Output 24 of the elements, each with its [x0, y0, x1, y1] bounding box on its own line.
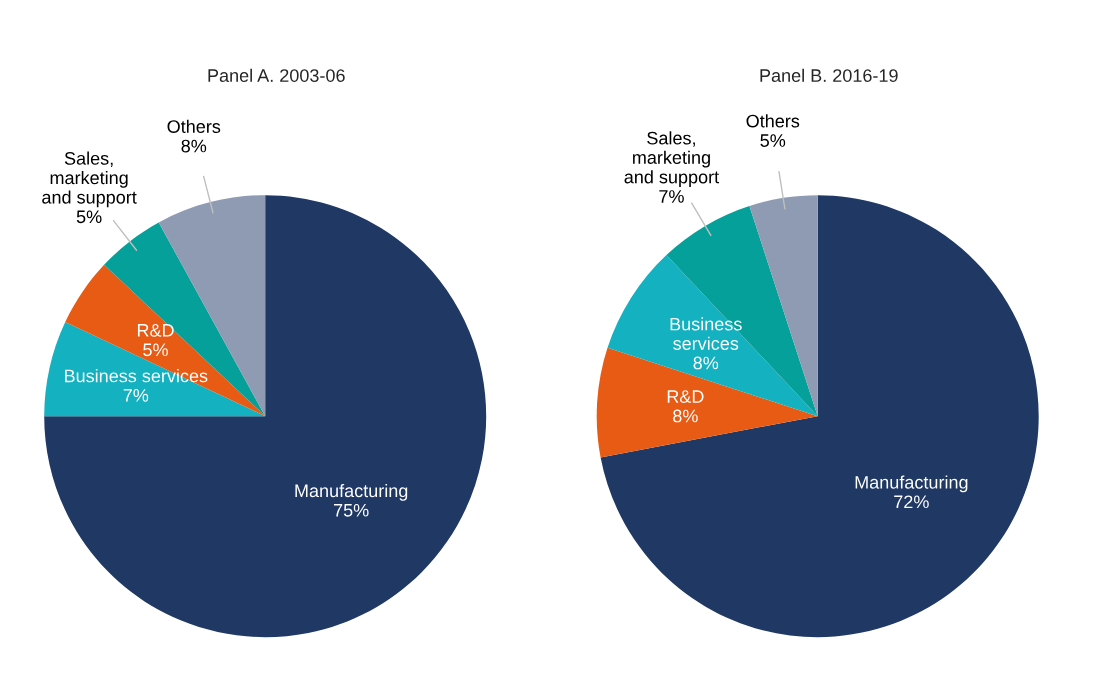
- data-label: 72%: [894, 495, 929, 509]
- slice-label: R&D: [137, 324, 174, 337]
- slice-label: R&D: [667, 390, 704, 403]
- slice-label: Manufacturing: [855, 475, 968, 493]
- data-label: 5%: [143, 343, 168, 357]
- pie-slice: [749, 195, 818, 417]
- slice-label: Others: [167, 119, 221, 133]
- data-label: 8%: [673, 409, 698, 423]
- slice-label: Sales, marketing and support: [42, 151, 137, 208]
- chart-title: Panel A. 2003-06: [208, 68, 345, 82]
- slice-label: Manufacturing: [295, 483, 408, 501]
- data-label: 5%: [76, 210, 102, 224]
- data-label: 7%: [659, 190, 684, 203]
- data-label: 75%: [334, 503, 369, 517]
- slice-label: Others: [746, 114, 800, 128]
- data-label: 5%: [760, 134, 786, 147]
- chart-title: Panel B. 2016-19: [760, 68, 898, 82]
- data-label: 8%: [693, 356, 719, 370]
- data-label: 8%: [181, 139, 207, 153]
- pie-slice: [65, 264, 266, 417]
- data-label: 7%: [123, 389, 149, 402]
- pie-slice: [44, 322, 266, 417]
- slice-label: Business services: [670, 317, 742, 350]
- slice-label: Sales, marketing and support: [624, 131, 720, 187]
